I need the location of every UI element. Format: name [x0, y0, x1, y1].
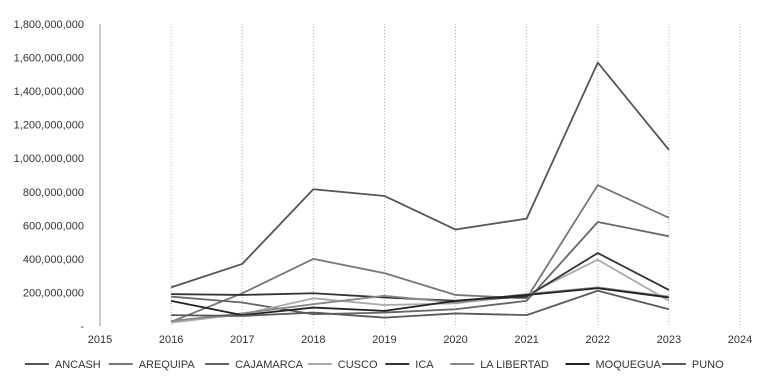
legend-label: MOQUEGUA — [596, 359, 662, 371]
y-tick-label-2: 400,000,000 — [23, 254, 84, 266]
x-tick-label-2024: 2024 — [728, 334, 752, 346]
y-tick-label-4: 800,000,000 — [23, 187, 84, 199]
legend-label: CUSCO — [338, 359, 378, 371]
y-tick-label-5: 1,000,000,000 — [14, 153, 84, 165]
legend-label: CAJAMARCA — [235, 359, 304, 371]
legend-label: ICA — [415, 359, 434, 371]
legend-item-puno: PUNO — [661, 359, 724, 371]
legend-item-cajamarca: CAJAMARCA — [205, 359, 304, 371]
gridlines — [99, 24, 741, 326]
y-tick-label-9: 1,800,000,000 — [14, 19, 84, 31]
legend-label: PUNO — [692, 359, 724, 371]
legend-item-la-libertad: LA LIBERTAD — [450, 359, 549, 371]
legend-item-moquegua: MOQUEGUA — [565, 359, 662, 371]
legend-item-ancash: ANCASH — [24, 359, 101, 371]
legend-item-arequipa: AREQUIPA — [108, 359, 196, 371]
legend-label: ANCASH — [55, 359, 101, 371]
series-lines — [170, 61, 670, 324]
series-line-moquegua — [170, 287, 670, 316]
y-axis-tick-labels: - 200,000,000 400,000,000 600,000,000 800,00… — [14, 19, 85, 333]
y-tick-label-7: 1,400,000,000 — [14, 86, 84, 98]
y-tick-label-0: - — [80, 321, 84, 333]
x-tick-label-2021: 2021 — [514, 334, 538, 346]
series-line-puno — [171, 289, 670, 319]
legend: ANCASH AREQUIPA CAJAMARCA CUSCO ICA LA LIBERT… — [24, 359, 724, 371]
legend-item-ica: ICA — [385, 359, 434, 371]
x-tick-label-2016: 2016 — [159, 334, 183, 346]
x-tick-label-2022: 2022 — [586, 334, 610, 346]
y-tick-label-8: 1,600,000,000 — [14, 53, 84, 65]
x-tick-label-2015: 2015 — [88, 334, 112, 346]
x-tick-label-2017: 2017 — [230, 334, 254, 346]
legend-label: LA LIBERTAD — [480, 359, 549, 371]
x-tick-label-2020: 2020 — [443, 334, 467, 346]
legend-item-cusco: CUSCO — [307, 359, 378, 371]
series-line-cajamarca — [171, 221, 670, 316]
series-line-arequipa — [170, 184, 670, 323]
x-tick-label-2018: 2018 — [301, 334, 325, 346]
x-axis-tick-labels: 2015 2016 2017 2018 2019 2020 2021 2022 2023 2024 — [88, 334, 752, 346]
y-tick-label-3: 600,000,000 — [23, 220, 84, 232]
series-line-ancash — [170, 61, 670, 289]
legend-label: AREQUIPA — [139, 359, 196, 371]
y-tick-label-6: 1,200,000,000 — [14, 120, 84, 132]
y-tick-label-1: 200,000,000 — [23, 287, 84, 299]
x-tick-label-2023: 2023 — [657, 334, 681, 346]
x-tick-label-2019: 2019 — [372, 334, 396, 346]
